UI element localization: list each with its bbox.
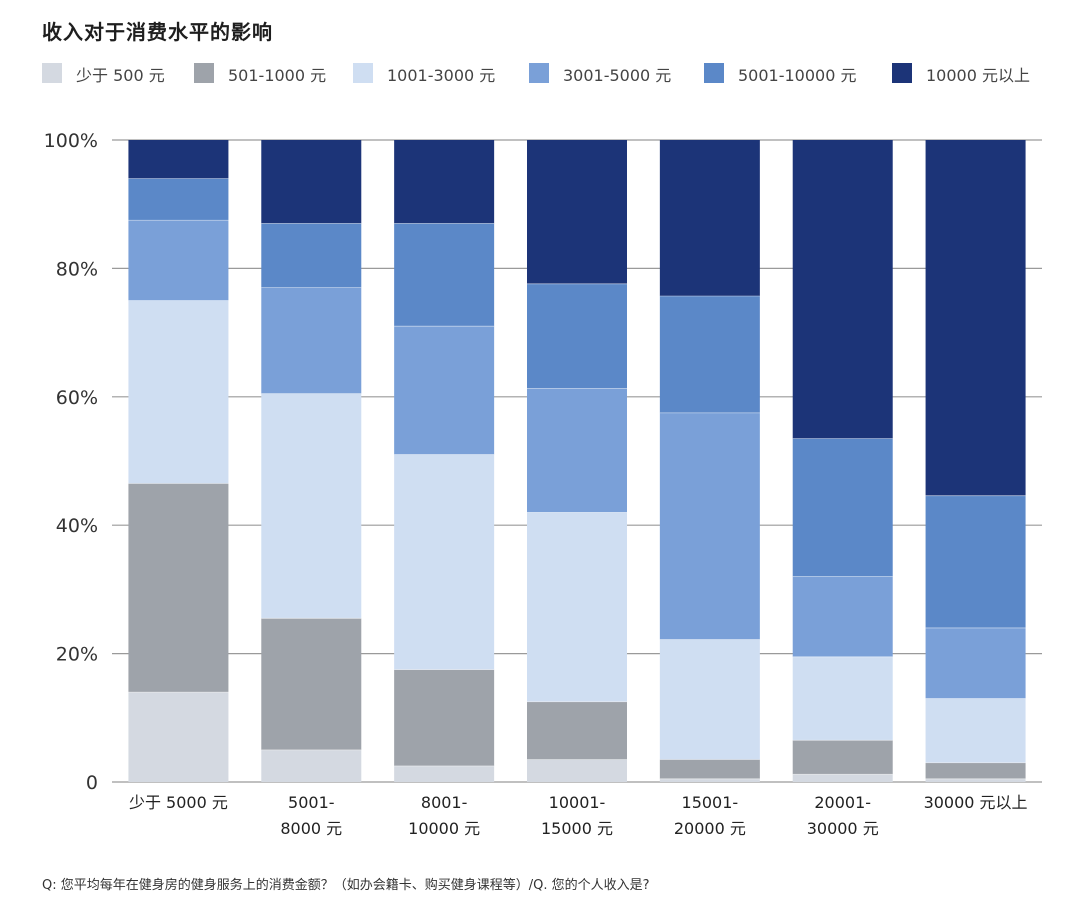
bar-segment <box>792 740 893 775</box>
x-tick-label: 30000 元以上 <box>924 793 1028 812</box>
chart-title: 收入对于消费水平的影响 <box>42 20 273 44</box>
bar-segment <box>527 512 627 702</box>
bar-segment <box>394 140 495 224</box>
stacked-bar-chart: 0 20% 40% 60% 80% 100% 少于 5000 元 5001-8000 元 800… <box>44 130 1042 838</box>
bar-segment <box>659 778 760 782</box>
bar-segment <box>527 283 627 389</box>
legend-label: 3001-5000 元 <box>563 66 672 85</box>
x-tick-label: 5001-8000 元 <box>280 793 342 838</box>
bar-segment <box>261 287 362 394</box>
bar-segment <box>925 495 1026 628</box>
bar-segment <box>128 300 229 484</box>
x-tick-label: 10001-15000 元 <box>541 793 613 838</box>
legend-label: 少于 500 元 <box>76 66 165 85</box>
bar-segment <box>792 576 893 657</box>
bar-segment <box>792 438 893 577</box>
legend-label: 501-1000 元 <box>228 66 327 85</box>
bar-segment <box>261 393 362 619</box>
x-tick-label: 15001-20000 元 <box>674 793 746 838</box>
bar-segment <box>128 178 229 221</box>
bar-segment <box>128 220 229 301</box>
bar-segment <box>261 618 362 750</box>
bar-segment <box>128 483 229 693</box>
bar-segment <box>128 692 229 782</box>
legend-swatch <box>353 63 373 83</box>
bar-segment <box>394 454 495 670</box>
bar-segment <box>527 701 627 760</box>
bar-segment <box>925 698 1026 763</box>
bar-segment <box>659 296 760 413</box>
y-tick-label: 0 <box>86 772 98 794</box>
x-tick-label: 20001-30000 元 <box>807 793 879 838</box>
legend-label: 5001-10000 元 <box>738 66 857 85</box>
bar-segment <box>394 669 495 766</box>
legend-swatch <box>892 63 912 83</box>
bar-segment <box>659 759 760 779</box>
bar-segment <box>527 759 627 782</box>
bar-segment <box>394 223 495 327</box>
y-tick-label: 100% <box>44 130 98 152</box>
bar-segment <box>925 778 1026 782</box>
y-tick-label: 40% <box>56 515 98 537</box>
bar-segment <box>792 656 893 741</box>
footnote: Q: 您平均每年在健身房的健身服务上的消费金额？（如办会籍卡、购买健身课程等）/… <box>42 878 650 893</box>
bar-segment <box>394 765 495 782</box>
bar-segment <box>659 412 760 640</box>
bar-segment <box>792 774 893 782</box>
legend-label: 1001-3000 元 <box>387 66 496 85</box>
bar-segment <box>128 140 229 179</box>
bar-segment <box>659 140 760 297</box>
bar-segment <box>261 140 362 224</box>
bar-segment <box>925 627 1026 699</box>
legend-swatch <box>42 63 62 83</box>
bar-segment <box>394 326 495 455</box>
bar-segment <box>925 762 1026 779</box>
legend-label: 10000 元以上 <box>926 66 1030 85</box>
x-tick-label: 少于 5000 元 <box>129 793 228 812</box>
bar-segment <box>261 749 362 782</box>
bar-segment <box>527 388 627 513</box>
bar-segment <box>261 223 362 288</box>
bar-segment <box>527 140 627 284</box>
bar-segment <box>659 639 760 760</box>
y-tick-label: 60% <box>56 387 98 409</box>
bar-segment <box>925 140 1026 496</box>
legend-swatch <box>529 63 549 83</box>
y-tick-label: 80% <box>56 258 98 280</box>
legend-swatch <box>704 63 724 83</box>
x-tick-label: 8001-10000 元 <box>408 793 480 838</box>
y-tick-label: 20% <box>56 644 98 666</box>
legend-swatch <box>194 63 214 83</box>
bar-segment <box>792 140 893 439</box>
